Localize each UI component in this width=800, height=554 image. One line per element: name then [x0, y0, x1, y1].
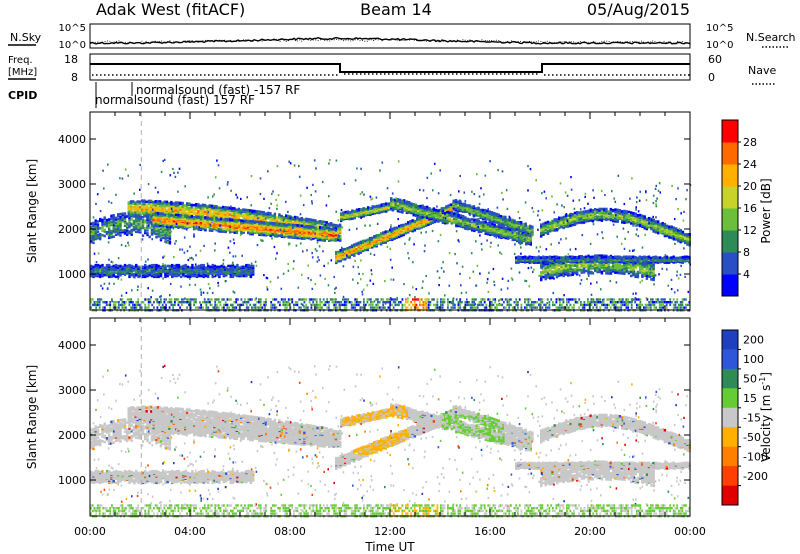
- velocity-cbar-swatch: [722, 388, 738, 409]
- velocity-cbar-swatch: [722, 349, 738, 370]
- velocity-cbar-label-sup: -1: [758, 377, 767, 385]
- x-tick-label: 12:00: [374, 525, 406, 538]
- velocity-cbar-tick: -200: [743, 470, 768, 483]
- cpid-label: CPID: [8, 89, 37, 102]
- velocity-cbar-swatch: [722, 466, 738, 486]
- nave-tick-high: 60: [708, 53, 722, 66]
- power-cbar-swatch: [722, 274, 738, 297]
- nave-line: [92, 73, 690, 76]
- velocity-cbar-tick: -15: [743, 412, 761, 425]
- velocity-ytick-label: 2000: [58, 429, 86, 442]
- velocity-cbar-swatch: [722, 407, 738, 428]
- x-axis-label: Time UT: [364, 540, 415, 554]
- power-data: [90, 112, 692, 312]
- velocity-ytick-label: 4000: [58, 339, 86, 352]
- date-title: 05/Aug/2015: [587, 0, 690, 19]
- power-ytick-label: 3000: [58, 178, 86, 191]
- noise-trace: [89, 36, 691, 45]
- x-tick-label: 04:00: [174, 525, 206, 538]
- power-ytick-label: 2000: [58, 223, 86, 236]
- velocity-cbar-swatch: [722, 330, 738, 350]
- velocity-cbar-tick: -50: [743, 431, 761, 444]
- velocity-cbar-swatch: [722, 485, 738, 506]
- velocity-cbar-label: Velocity [m s-1]: [758, 372, 773, 462]
- power-cbar-tick: 24: [743, 158, 757, 171]
- cpid-line-1: normalsound (fast) -157 RF: [136, 83, 300, 97]
- nave-label: Nave: [748, 64, 776, 77]
- power-cbar-swatch: [722, 186, 738, 209]
- site-title: Adak West (fitACF): [96, 0, 245, 19]
- power-cbar-swatch: [722, 164, 738, 187]
- x-tick-label: 00:00: [74, 525, 106, 538]
- velocity-ylabel: Slant Range [km]: [25, 365, 39, 469]
- velocity-cbar-tick: 50: [743, 373, 757, 386]
- x-tick-label: 16:00: [474, 525, 506, 538]
- velocity-cbar-swatch: [722, 427, 738, 448]
- noise-right-tick-low: 10^0: [706, 40, 733, 51]
- noise-right-tick-high: 10^5: [706, 23, 733, 34]
- power-cbar-tick: 4: [743, 268, 750, 281]
- velocity-cbar-label-end: ]: [759, 372, 773, 377]
- freq-label: Freq.: [8, 55, 33, 66]
- x-tick-label: 20:00: [574, 525, 606, 538]
- freq-tick-low: 8: [71, 71, 78, 84]
- nave-tick-low: 0: [708, 71, 715, 84]
- x-tick-label: 08:00: [274, 525, 306, 538]
- velocity-ytick-label: 1000: [58, 474, 86, 487]
- power-panel: 1000 2000 3000 4000 Slant Range [km] 4 8 12 16…: [25, 111, 773, 312]
- power-ytick-label: 1000: [58, 268, 86, 281]
- freq-tick-high: 18: [64, 53, 78, 66]
- velocity-cbar-tick: 15: [743, 392, 757, 405]
- power-cbar-tick: 8: [743, 246, 750, 259]
- frequency-line: [90, 63, 690, 73]
- noise-left-tick-high: 10^5: [59, 23, 86, 34]
- power-cbar-swatch: [722, 252, 738, 275]
- beam-title: Beam 14: [360, 0, 432, 19]
- power-cbar-swatch: [722, 142, 738, 165]
- velocity-cbar-tick: 200: [743, 334, 764, 347]
- power-cbar-tick: 16: [743, 202, 757, 215]
- power-cbar-swatch: [722, 230, 738, 253]
- velocity-cbar-swatch: [722, 446, 738, 467]
- power-cbar-tick: 28: [743, 136, 757, 149]
- power-ylabel: Slant Range [km]: [25, 159, 39, 263]
- n-search-label: N.Search: [746, 31, 796, 44]
- velocity-cbar-tick: -100: [743, 450, 768, 463]
- cpid-panel: CPID normalsound (fast) -157 RF normalso…: [8, 82, 300, 108]
- cpid-line-2: normalsound (fast) 157 RF: [95, 93, 255, 107]
- velocity-cbar-label-main: Velocity [m s: [759, 385, 773, 462]
- power-cbar-tick: 12: [743, 224, 757, 237]
- velocity-ytick-label: 3000: [58, 384, 86, 397]
- power-cbar-swatch: [722, 120, 738, 143]
- x-tick-label: 00:00: [674, 525, 706, 538]
- velocity-data: [90, 318, 692, 518]
- noise-panel: N.Sky 10^5 10^0 10^5 10^0 N.Search: [8, 23, 796, 51]
- frequency-panel: Freq. [MHz] 18 8 60 0 Nave: [8, 53, 776, 85]
- power-cbar-label: Power [dB]: [759, 178, 773, 243]
- noise-left-tick-low: 10^0: [59, 40, 86, 51]
- power-ytick-label: 4000: [58, 133, 86, 146]
- velocity-cbar-swatch: [722, 368, 738, 389]
- power-cbar-tick: 20: [743, 180, 757, 193]
- velocity-cbar-tick: 100: [743, 353, 764, 366]
- power-cbar-swatch: [722, 208, 738, 231]
- noise-search-line: [89, 38, 691, 44]
- velocity-panel: 1000 2000 3000 4000 Slant Range [km] 200 100…: [25, 317, 773, 518]
- freq-unit-label: [MHz]: [8, 67, 37, 78]
- noise-sky-line: [89, 36, 691, 45]
- n-sky-label: N.Sky: [10, 31, 42, 44]
